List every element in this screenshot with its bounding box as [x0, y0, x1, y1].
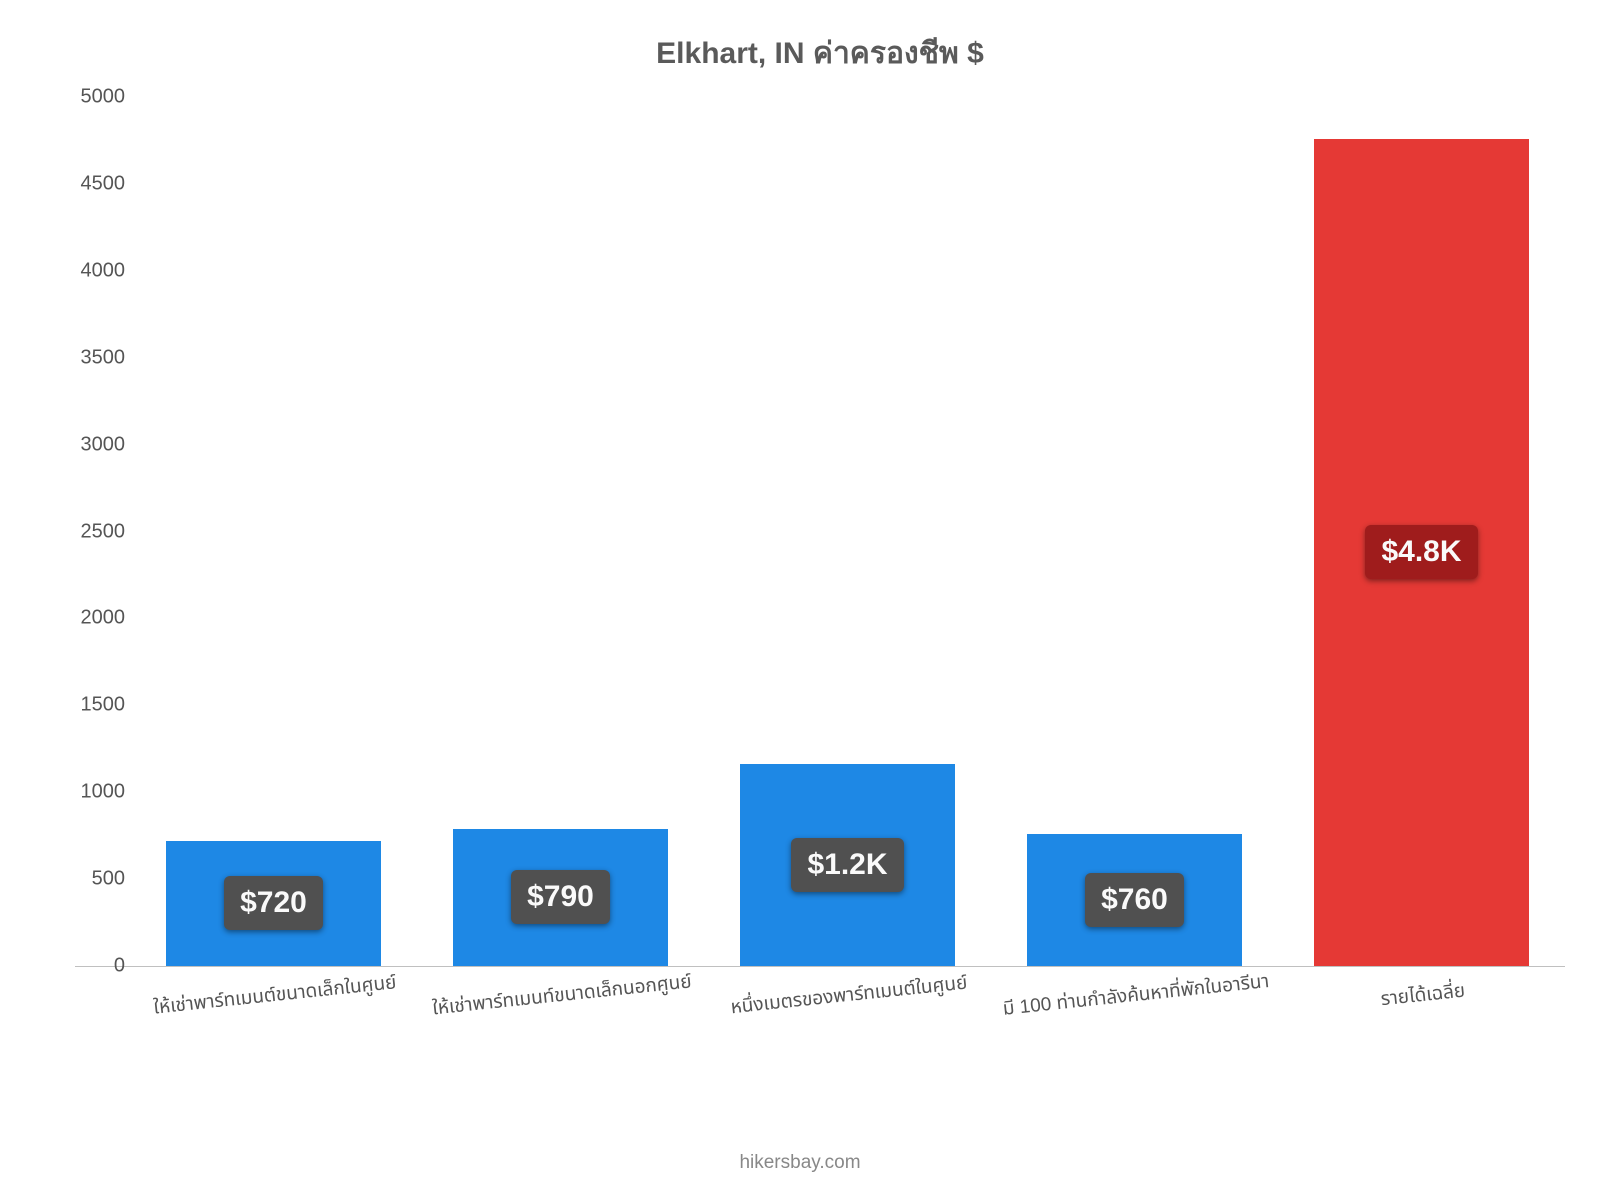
x-tick: ให้เช่าพาร์ทเมนต์ขนาดเล็กในศูนย์ [131, 966, 419, 1025]
chart-title: Elkhart, IN ค่าครองชีพ $ [75, 30, 1565, 77]
y-tick: 1500 [81, 694, 126, 717]
bar-slot: $4.8K [1278, 97, 1565, 966]
bar: $720 [166, 841, 381, 966]
y-tick: 3000 [81, 433, 126, 456]
bar-slot: $760 [991, 97, 1278, 966]
plot-area: 0500100015002000250030003500400045005000… [75, 97, 1565, 967]
bar: $1.2K [740, 764, 955, 966]
bar-value-label: $790 [511, 870, 610, 924]
bar-slot: $1.2K [704, 97, 991, 966]
bar: $4.8K [1314, 139, 1529, 966]
bar-slot: $790 [417, 97, 704, 966]
x-axis: ให้เช่าพาร์ทเมนต์ขนาดเล็กในศูนย์ให้เช่าพ… [130, 981, 1565, 1010]
x-tick: รายได้เฉลี่ย [1279, 966, 1567, 1025]
y-tick: 2500 [81, 520, 126, 543]
y-axis: 0500100015002000250030003500400045005000 [65, 97, 125, 966]
y-tick: 5000 [81, 86, 126, 109]
bar-value-label: $1.2K [791, 838, 903, 892]
bar: $790 [453, 829, 668, 966]
y-tick: 0 [114, 955, 125, 978]
x-tick: มี 100 ท่านกำลังค้นหาที่พักในอารีนา [992, 966, 1280, 1025]
y-tick: 2000 [81, 607, 126, 630]
attribution: hikersbay.com [0, 1152, 1600, 1174]
bar-slot: $720 [130, 97, 417, 966]
x-tick: หนึ่งเมตรของพาร์ทเมนต์ในศูนย์ [705, 966, 993, 1025]
bar-value-label: $4.8K [1365, 525, 1477, 579]
cost-of-living-chart: Elkhart, IN ค่าครองชีพ $ 0 500 1000 1500 200… [75, 30, 1565, 1050]
y-tick: 1000 [81, 781, 126, 804]
bar-value-label: $720 [224, 876, 323, 930]
y-tick: 4500 [81, 172, 126, 195]
bars-group: $720 $790 $1.2K $760 $4.8K [130, 97, 1565, 966]
bar: $760 [1027, 834, 1242, 966]
bar-value-label: $760 [1085, 873, 1184, 927]
x-tick: ให้เช่าพาร์ทเมนท์ขนาดเล็กนอกศูนย์ [418, 966, 706, 1025]
y-tick: 4000 [81, 259, 126, 282]
y-tick: 500 [92, 868, 125, 891]
y-tick: 3500 [81, 346, 126, 369]
